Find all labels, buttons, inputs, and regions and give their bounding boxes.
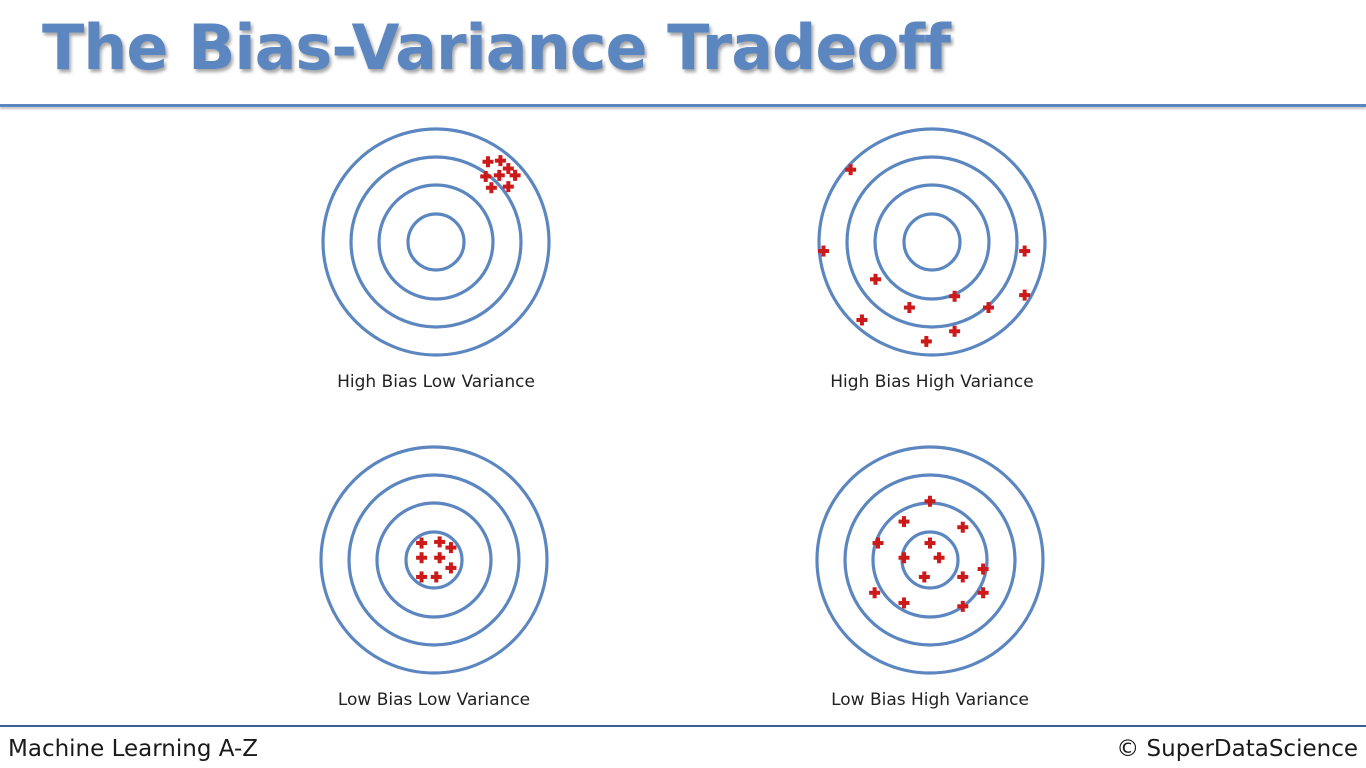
target-ring (843, 473, 1017, 647)
hit-marker (977, 587, 989, 599)
footer-copyright: © SuperDataScience (1116, 736, 1358, 762)
hit-marker (416, 552, 428, 564)
hit-marker (918, 571, 930, 583)
hit-marker (856, 314, 868, 326)
footer-divider (0, 725, 1366, 727)
hit-marker (434, 536, 446, 548)
hit-marker (509, 169, 521, 181)
slide-title: The Bias-Variance Tradeoff (42, 11, 951, 84)
hit-marker (502, 163, 514, 175)
target-panel-high-bias-high-variance: High Bias High Variance (812, 122, 1052, 412)
target-ring (817, 127, 1047, 357)
hit-marker (920, 335, 932, 347)
hit-marker (416, 537, 428, 549)
hit-marker (933, 552, 945, 564)
hit-marker (482, 156, 494, 168)
hit-marker (957, 521, 969, 533)
target-diagram (321, 127, 551, 357)
hit-marker (949, 290, 961, 302)
hit-marker (898, 552, 910, 564)
target-ring (321, 127, 551, 357)
target-ring (871, 501, 989, 619)
target-diagram (815, 445, 1045, 675)
target-ring (900, 530, 960, 590)
target-diagram (817, 127, 1047, 357)
hit-marker (872, 537, 884, 549)
hit-marker (494, 155, 506, 167)
target-ring (377, 183, 495, 301)
hit-marker (480, 170, 492, 182)
target-panel-low-bias-low-variance: Low Bias Low Variance (314, 440, 554, 730)
target-ring (319, 445, 549, 675)
target-ring (404, 530, 464, 590)
hit-marker (445, 562, 457, 574)
hit-marker (869, 587, 881, 599)
hit-marker (1019, 245, 1031, 257)
hit-marker (898, 516, 910, 528)
hit-marker (924, 495, 936, 507)
target-diagram (319, 445, 549, 675)
hit-marker (957, 571, 969, 583)
hit-marker (818, 245, 830, 257)
header-divider (0, 104, 1366, 107)
hit-marker (870, 273, 881, 285)
target-ring (375, 501, 493, 619)
target-ring (845, 155, 1019, 329)
target-ring (815, 445, 1045, 675)
hit-marker (903, 302, 915, 314)
hit-marker (924, 537, 936, 549)
hit-marker (445, 542, 457, 554)
target-ring (873, 183, 991, 301)
target-ring (347, 473, 521, 647)
target-panel-high-bias-low-variance: High Bias Low Variance (316, 122, 556, 412)
hit-marker (983, 302, 994, 314)
target-ring (349, 155, 523, 329)
hit-marker (845, 164, 857, 176)
hit-marker (430, 571, 442, 583)
panel-caption: Low Bias High Variance (831, 690, 1029, 710)
hit-marker (898, 597, 910, 609)
target-ring (406, 212, 466, 272)
hit-marker (1019, 289, 1031, 301)
hit-marker (434, 552, 446, 564)
footer-course-name: Machine Learning A-Z (8, 736, 259, 762)
hit-marker (485, 182, 497, 194)
hit-marker (416, 571, 428, 583)
target-panel-low-bias-high-variance: Low Bias High Variance (810, 440, 1050, 730)
panel-caption: Low Bias Low Variance (337, 690, 531, 710)
hit-marker (502, 181, 514, 193)
target-ring (902, 212, 962, 272)
hit-marker (977, 563, 989, 575)
hit-marker (957, 600, 969, 612)
hit-marker (949, 325, 961, 337)
panel-caption: High Bias Low Variance (337, 372, 535, 392)
panel-caption: High Bias High Variance (830, 372, 1034, 392)
hit-marker (493, 169, 505, 181)
